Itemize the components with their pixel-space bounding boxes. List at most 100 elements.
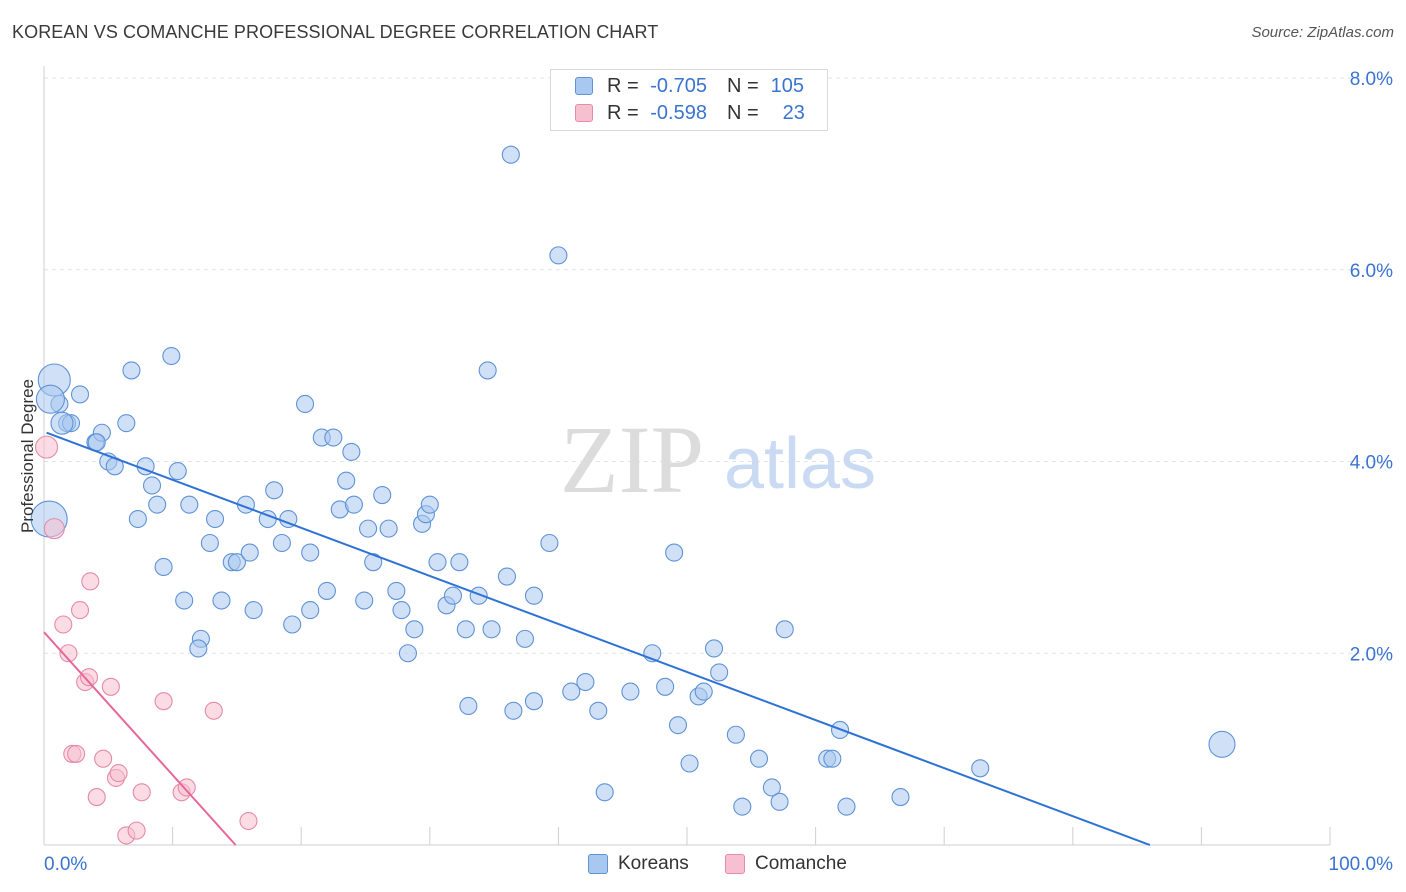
legend-label-comanche: Comanche [755, 853, 847, 874]
y-tick-label: 2.0% [1350, 644, 1393, 665]
comanche-point [59, 644, 78, 663]
korean-point [212, 591, 231, 610]
korean-point [265, 481, 284, 500]
comanche-point [109, 764, 128, 783]
korean-point [364, 553, 383, 572]
comanche-point [81, 572, 100, 591]
korean-point [344, 495, 363, 514]
comanche-point [87, 788, 106, 807]
korean-point [200, 533, 219, 553]
korean-point [162, 346, 181, 366]
stats-legend: R = -0.705 N = 105 R = -0.598 N = 23 [550, 69, 828, 131]
comanche-point [177, 778, 196, 797]
watermark: ZIP atlas [560, 406, 876, 513]
korean-point [205, 509, 225, 529]
korean-point [180, 495, 199, 514]
korean-point [373, 486, 392, 505]
legend-swatch-koreans [588, 854, 608, 874]
korean-point [70, 385, 90, 404]
korean-point [504, 701, 523, 720]
y-tick-label: 8.0% [1350, 69, 1393, 90]
tick-labels: 2.0% 4.0% 6.0% 8.0% 0.0% 100.0% [44, 69, 1393, 875]
n-value: 23 [782, 101, 805, 124]
korean-point [154, 557, 173, 577]
legend-row-koreans: R = -0.705 N = 105 [575, 74, 804, 98]
r-value: -0.598 [650, 101, 707, 124]
korean-point [450, 553, 469, 572]
y-tick-label: 4.0% [1350, 453, 1393, 474]
korean-point [621, 682, 640, 701]
legend-swatch-comanche [575, 104, 593, 122]
korean-point [283, 615, 302, 634]
korean-point [710, 663, 729, 682]
korean-point [726, 725, 745, 744]
korean-point [359, 519, 378, 538]
korean-point [478, 361, 497, 380]
koreans-points [30, 145, 1236, 816]
comanche-point [94, 749, 113, 768]
korean-point [175, 591, 194, 610]
comanche-point [239, 811, 258, 831]
korean-point [443, 586, 462, 605]
x-tick-label: 0.0% [44, 854, 87, 875]
korean-point [770, 792, 789, 811]
korean-point [562, 682, 581, 701]
legend-swatch-koreans [575, 77, 593, 95]
comanche-point [154, 692, 173, 711]
korean-point [823, 749, 842, 768]
korean-point [148, 495, 167, 514]
korean-point [540, 533, 559, 553]
korean-point [168, 462, 187, 481]
comanche-point [35, 435, 59, 459]
chart-title: KOREAN VS COMANCHE PROFESSIONAL DEGREE C… [12, 22, 659, 42]
korean-point [595, 783, 614, 802]
korean-point [342, 442, 361, 461]
legend-item-koreans[interactable]: Koreans [588, 852, 689, 876]
n-value: 105 [770, 74, 805, 97]
korean-point [668, 716, 688, 735]
korean-point [324, 428, 343, 447]
n-label: N = [726, 74, 759, 97]
korean-point [317, 581, 336, 600]
korean-point [576, 672, 595, 692]
korean-point [301, 601, 320, 620]
korean-point [122, 361, 141, 380]
korean-point [497, 567, 517, 586]
r-label: R = [607, 74, 639, 97]
korean-point [240, 543, 259, 562]
korean-point [272, 533, 291, 553]
korean-point [392, 601, 411, 620]
koreans-trend-line [46, 431, 1151, 846]
legend-row-comanche: R = -0.598 N = 23 [575, 101, 805, 125]
trend-lines [43, 431, 1151, 846]
comanche-point [127, 821, 146, 840]
y-tick-label: 6.0% [1350, 261, 1393, 282]
korean-point [301, 543, 320, 562]
korean-point [459, 696, 478, 716]
korean-point [524, 692, 544, 711]
korean-point [837, 797, 856, 816]
x-tick-label: 100.0% [1329, 854, 1394, 875]
grid-lines [44, 77, 1393, 654]
comanche-point [101, 677, 120, 696]
axes [43, 66, 1331, 846]
comanche-point [79, 668, 99, 687]
korean-point [749, 749, 769, 768]
korean-point [128, 509, 147, 529]
korean-point [379, 519, 398, 538]
korean-point [524, 586, 544, 605]
korean-point [971, 759, 990, 778]
korean-point [482, 620, 501, 639]
korean-point [398, 644, 417, 663]
korean-point [405, 620, 424, 639]
comanche-point [67, 744, 86, 763]
source-label: Source: ZipAtlas.com [1251, 24, 1394, 41]
comanche-point [54, 615, 73, 634]
comanche-point [132, 783, 151, 802]
r-label: R = [607, 101, 639, 124]
n-label: N = [726, 101, 759, 124]
korean-point [1208, 730, 1236, 758]
legend-item-comanche[interactable]: Comanche [725, 852, 847, 876]
korean-point [337, 471, 356, 490]
